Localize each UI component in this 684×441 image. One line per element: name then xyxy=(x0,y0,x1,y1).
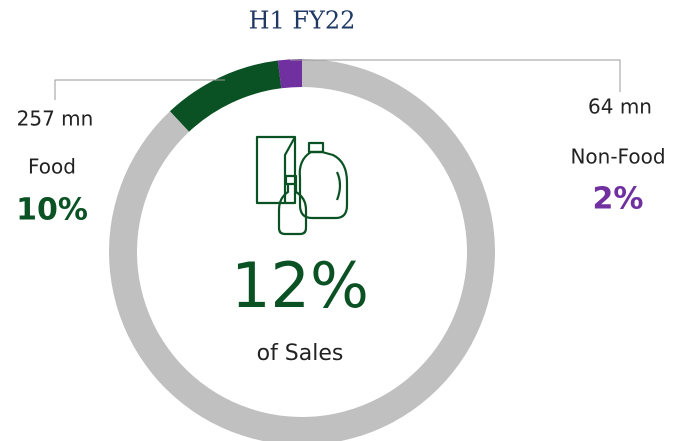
value-label: 2% xyxy=(593,182,644,217)
amount-label: 257 mn xyxy=(17,107,94,131)
center-value: 12% xyxy=(231,249,369,322)
leader-line xyxy=(54,79,225,100)
leader-line xyxy=(290,59,621,92)
donut-segment xyxy=(169,60,282,132)
icon xyxy=(255,135,349,236)
amount-label: 64 mn xyxy=(588,95,652,119)
value-label: 10% xyxy=(16,193,88,228)
category-label: Food xyxy=(28,155,76,179)
center-caption: of Sales xyxy=(257,341,344,366)
category-label: Non-Food xyxy=(570,145,665,169)
chart-title: H1 FY22 xyxy=(249,7,356,35)
donut-segment xyxy=(277,59,302,89)
